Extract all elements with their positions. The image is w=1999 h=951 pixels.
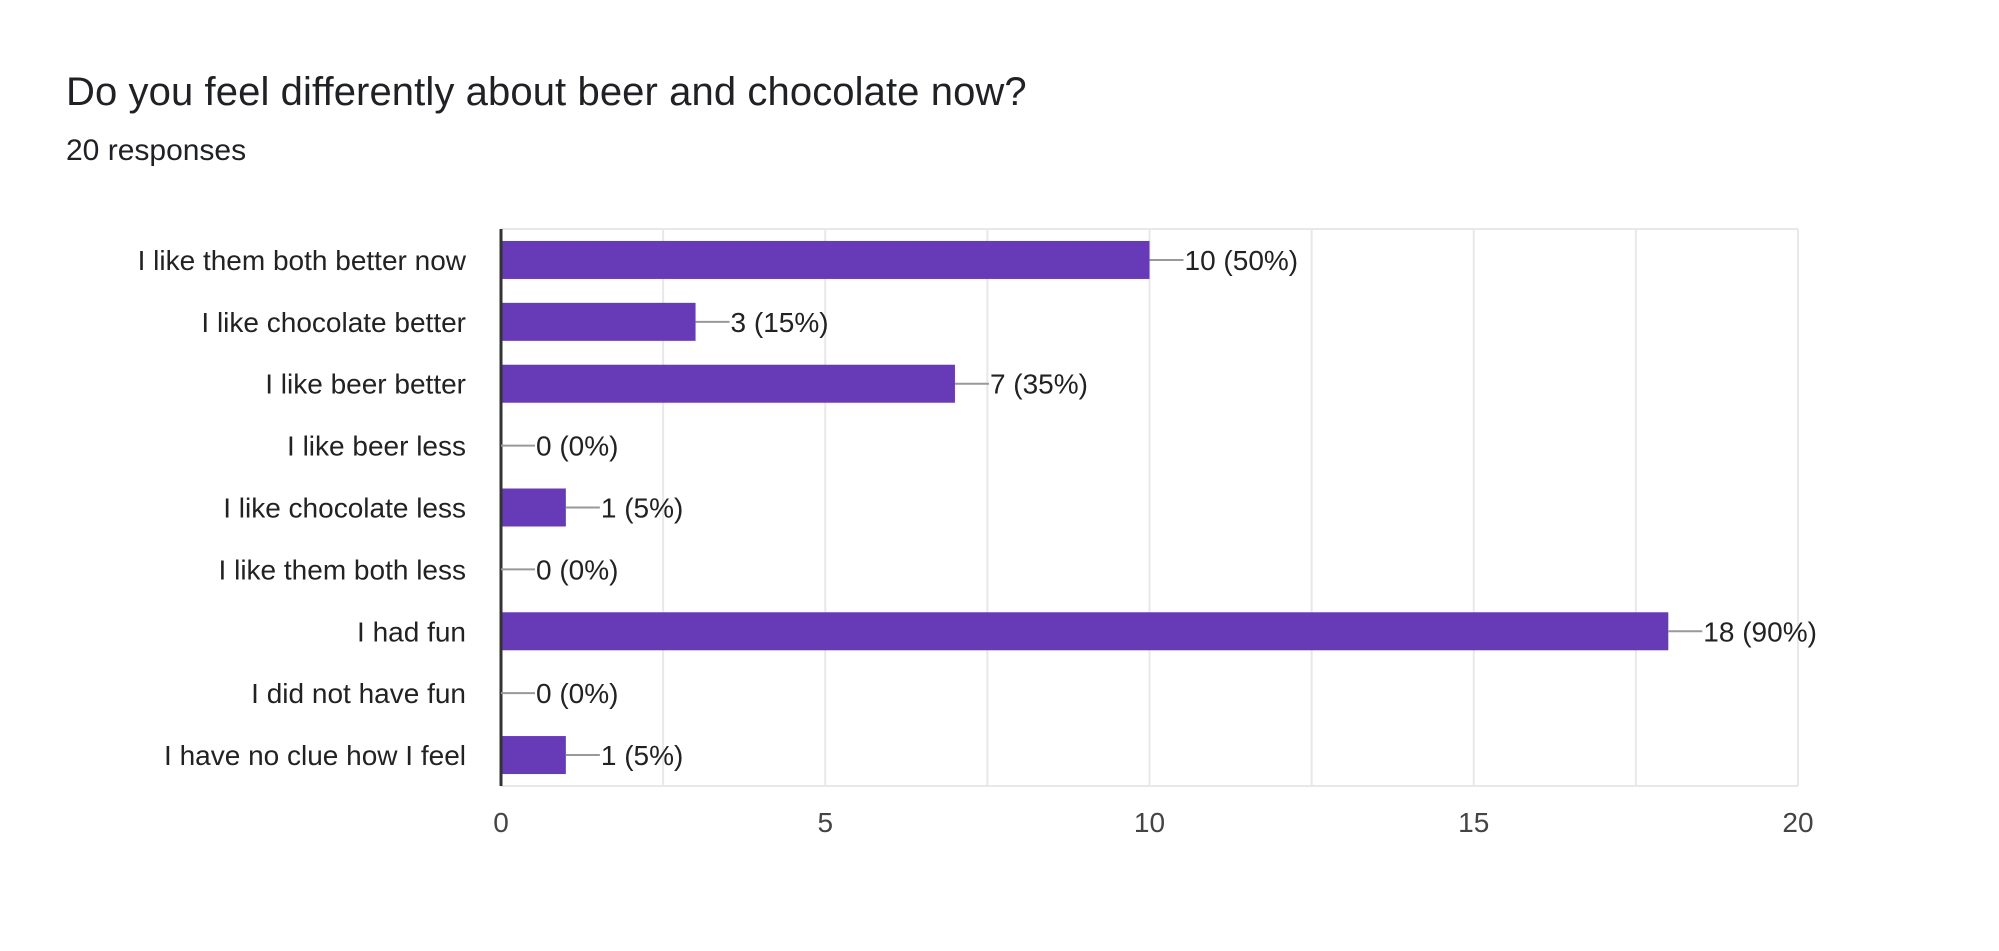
x-tick-label: 0 (493, 807, 509, 838)
data-label: 10 (50%) (1185, 245, 1299, 276)
category-label: I like chocolate better (201, 307, 466, 338)
x-tick-label: 5 (817, 807, 833, 838)
category-label: I like them both less (219, 554, 466, 585)
gridlines (501, 228, 1799, 787)
data-label: 7 (35%) (990, 369, 1088, 400)
labels: 10 (50%) I like them both better now 3 (15… (138, 245, 1817, 771)
category-label: I have no clue how I feel (164, 740, 466, 771)
bar (501, 488, 566, 527)
data-label: 0 (0%) (536, 678, 618, 709)
bar (501, 240, 1150, 279)
category-label: I did not have fun (251, 678, 466, 709)
x-tick-label: 10 (1134, 807, 1165, 838)
bar (501, 302, 696, 341)
category-label: I like them both better now (138, 245, 467, 276)
bar (501, 612, 1669, 651)
category-label: I like chocolate less (223, 493, 466, 524)
data-label: 3 (15%) (731, 307, 829, 338)
data-label: 1 (5%) (601, 493, 683, 524)
data-label: 0 (0%) (536, 431, 618, 462)
data-label: 18 (90%) (1703, 616, 1817, 647)
bar (501, 736, 566, 775)
data-label: 0 (0%) (536, 554, 618, 585)
category-label: I like beer less (287, 431, 466, 462)
x-tick-label: 15 (1458, 807, 1489, 838)
bar (501, 364, 955, 403)
chart-title: Do you feel differently about beer and c… (66, 70, 1027, 114)
bars (501, 240, 1669, 775)
data-label: 1 (5%) (601, 740, 683, 771)
x-tick-label: 20 (1782, 807, 1813, 838)
category-label: I like beer better (265, 369, 466, 400)
response-count: 20 responses (66, 134, 247, 167)
category-label: I had fun (357, 616, 466, 647)
